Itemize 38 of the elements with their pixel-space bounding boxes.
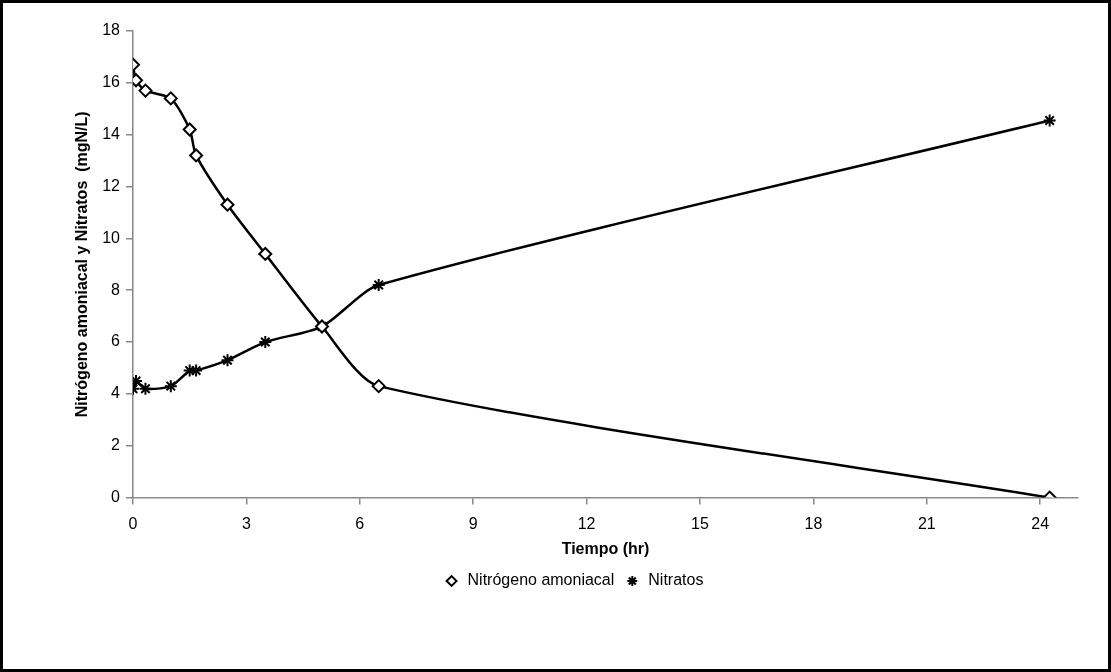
- point: [182, 122, 197, 137]
- y-tick-label: 10: [102, 228, 121, 246]
- y-tick-label: 4: [111, 384, 121, 402]
- point: [258, 246, 273, 261]
- point: [182, 363, 197, 378]
- point: [220, 197, 235, 212]
- x-tick-label: 18: [804, 514, 823, 532]
- point: [1042, 113, 1057, 128]
- y-tick-label: 18: [102, 21, 121, 39]
- y-tick-label: 8: [111, 280, 121, 298]
- x-tick-label: 6: [355, 514, 365, 532]
- x-tick-label: 24: [1031, 514, 1050, 532]
- point: [138, 381, 153, 396]
- point: [371, 379, 386, 394]
- point: [189, 363, 204, 378]
- point: [220, 353, 235, 368]
- y-axis-title: Nitrógeno amoniacal y Nitratos (mgN/L): [73, 111, 91, 418]
- x-tick-label: 9: [468, 514, 478, 532]
- y-tick-label: 14: [102, 125, 121, 143]
- point: [163, 379, 178, 394]
- x-tick-label: 0: [128, 514, 138, 532]
- legend-label: Nitratos: [648, 571, 704, 589]
- x-axis-title: Tiempo (hr): [561, 539, 650, 557]
- x-tick-label: 21: [917, 514, 936, 532]
- y-tick-label: 16: [102, 73, 121, 91]
- point: [371, 278, 386, 293]
- x-tick-label: 12: [577, 514, 596, 532]
- point: [189, 148, 204, 163]
- x-tick-label: 3: [241, 514, 251, 532]
- y-tick-label: 0: [111, 488, 121, 506]
- y-tick-label: 2: [111, 436, 121, 454]
- legend-label: Nitrógeno amoniacal: [467, 571, 615, 589]
- y-tick-label: 6: [111, 332, 121, 350]
- point: [138, 83, 153, 98]
- point: [258, 335, 273, 350]
- point: [163, 91, 178, 106]
- y-tick-label: 12: [102, 176, 121, 194]
- x-tick-label: 15: [691, 514, 709, 532]
